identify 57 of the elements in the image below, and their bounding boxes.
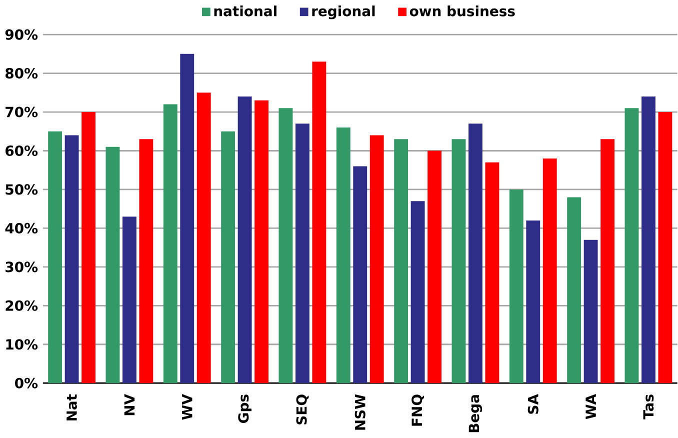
bar [180,54,194,384]
x-tick-label: Bega [468,395,482,432]
bar [452,139,466,384]
y-tick-label: 10% [6,339,38,350]
bar [509,189,524,384]
bar [428,150,442,384]
x-tick-label: WA [586,394,596,420]
bar [122,216,136,384]
x-tick-label: NV [124,394,135,416]
y-tick-label: 70% [6,106,38,118]
legend-label: own business [410,6,515,16]
y-tick-label: 0% [15,378,38,388]
bar [624,108,639,384]
bar [196,92,211,384]
bar [542,158,557,384]
bar [163,104,178,384]
y-tick-label: 80% [6,68,38,79]
y-tick-label: 30% [6,262,38,272]
legend-label: national [214,6,276,16]
y-tick-label: 90% [5,29,38,40]
bar [642,96,656,384]
bar [468,124,482,384]
bar [82,112,96,384]
bar [336,127,350,384]
bar [106,146,120,384]
bar [658,112,672,384]
x-tick-label: WV [182,394,192,420]
y-tick-label: 20% [6,300,38,311]
legend-label: regional [312,6,375,20]
x-tick-label: Nat [66,394,77,420]
y-tick-label: 50% [6,184,38,195]
bar [64,135,79,384]
bar [353,166,368,384]
x-tick-label: SEQ [296,394,309,424]
x-tick-label: Tas [643,394,654,420]
x-tick-label: Gps [238,394,252,423]
bar [567,197,582,384]
bar [526,220,540,384]
bar [295,124,310,384]
y-tick-label: 60% [6,145,38,156]
bar [410,201,425,384]
bar [584,240,598,384]
bar [139,139,154,384]
bar [278,108,293,384]
bar [254,100,268,384]
x-tick-label: SA [528,394,538,414]
bar [312,62,326,384]
bar [485,162,500,384]
y-tick-label: 40% [5,222,38,234]
bar [370,135,384,384]
x-tick-label: NSW [354,394,366,430]
bar [48,131,62,384]
bar [600,139,615,384]
x-tick-label: FNQ [412,394,424,426]
bar [221,131,236,384]
bar [238,96,252,384]
bar [394,139,408,384]
